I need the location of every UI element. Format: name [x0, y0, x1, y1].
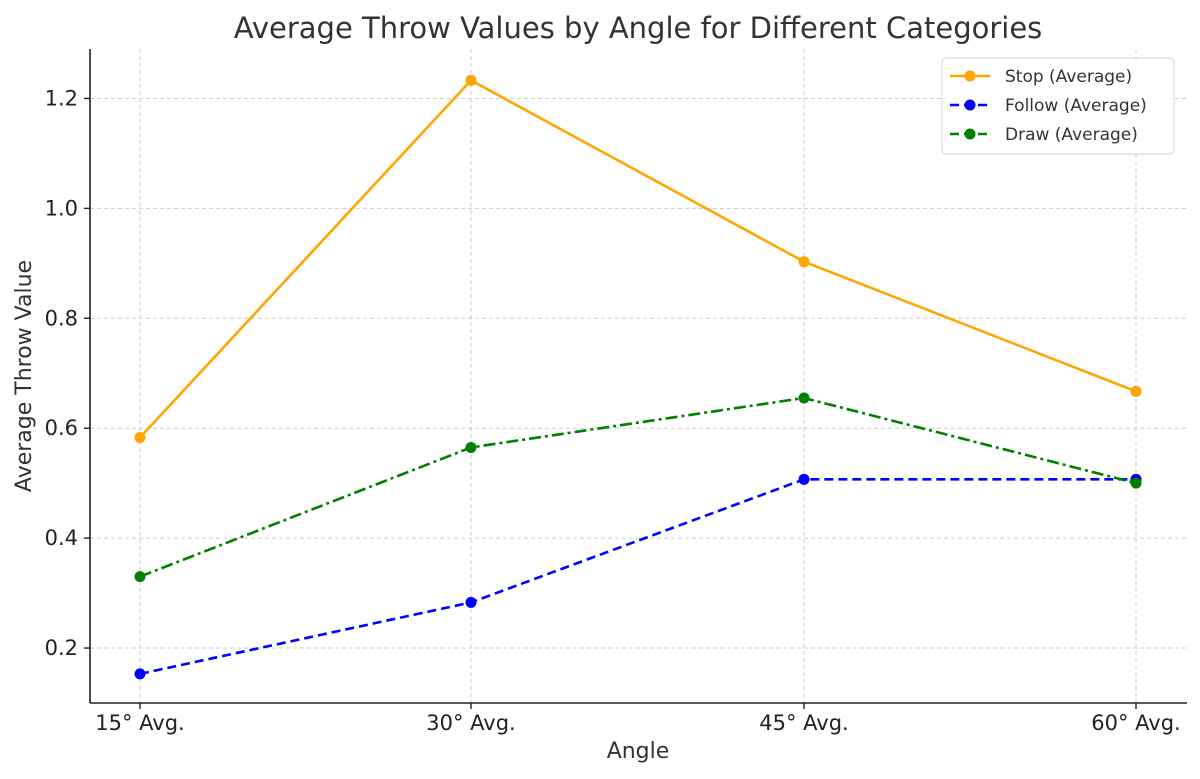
series-layer — [134, 74, 1142, 680]
y-tick-label: 0.6 — [45, 416, 78, 440]
y-tick-label: 0.8 — [45, 306, 78, 330]
series-line-draw — [139, 396, 1137, 578]
legend-marker-draw — [964, 128, 976, 140]
x-axis-label: Angle — [607, 739, 670, 764]
legend-marker-stop — [964, 70, 976, 82]
legend-label-draw: Draw (Average) — [1005, 125, 1138, 145]
data-point-stop — [798, 256, 810, 268]
legend-label-follow: Follow (Average) — [1005, 96, 1147, 116]
data-point-stop — [1130, 385, 1142, 397]
data-point-follow — [134, 668, 146, 680]
legend: Stop (Average) Follow (Average) Draw (Aver… — [941, 57, 1175, 155]
x-tick-label: 60° Avg. — [1091, 711, 1180, 735]
chart-title: Average Throw Values by Angle for Differ… — [234, 11, 1043, 45]
y-tick-label: 0.2 — [45, 636, 78, 660]
data-point-follow — [465, 596, 477, 608]
legend-label-stop: Stop (Average) — [1005, 67, 1132, 87]
data-point-draw — [134, 571, 146, 583]
grid — [90, 49, 1187, 703]
y-tick-label: 1.2 — [45, 86, 78, 110]
data-point-draw — [1130, 477, 1142, 489]
y-axis-label: Average Throw Value — [12, 260, 37, 492]
x-tick-label: 30° Avg. — [426, 711, 515, 735]
axes — [89, 49, 1187, 704]
series-line-stop — [139, 79, 1137, 439]
series-line-follow — [139, 478, 1136, 676]
data-point-stop — [134, 432, 146, 444]
y-tick-label: 0.4 — [45, 526, 78, 550]
data-point-draw — [798, 392, 810, 404]
ticks: 15° Avg. 30° Avg. 45° Avg. 60° Avg. 0.2 0.4 0.… — [45, 86, 1181, 735]
data-point-follow — [798, 473, 810, 485]
x-tick-label: 45° Avg. — [759, 711, 848, 735]
data-point-draw — [465, 441, 477, 453]
legend-box — [941, 57, 1175, 155]
y-tick-label: 1.0 — [45, 196, 78, 220]
x-tick-label: 15° Avg. — [95, 711, 184, 735]
legend-marker-follow — [964, 99, 976, 111]
data-point-stop — [465, 74, 477, 86]
